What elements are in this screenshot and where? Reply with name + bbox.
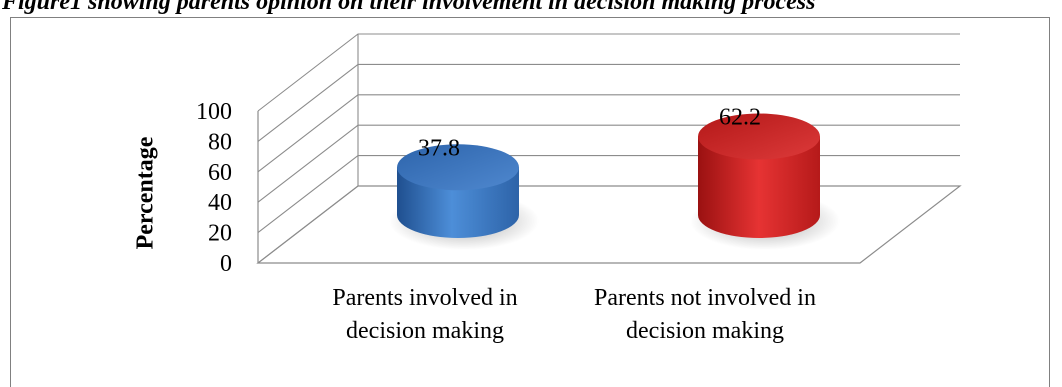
- bar-0: [389, 144, 539, 250]
- chart-walls: [256, 33, 962, 264]
- gridline: [257, 63, 960, 142]
- x-tick-label-line: Parents not involved in: [594, 285, 816, 311]
- y-tick-label: 20: [208, 221, 232, 247]
- bar-top: [698, 113, 820, 160]
- x-tick-label-line: decision making: [626, 318, 784, 344]
- y-tick-label: 80: [208, 129, 232, 155]
- data-labels: 37.8 62.2: [418, 105, 761, 162]
- y-tick-label: 0: [220, 251, 232, 277]
- chart-frame: [10, 17, 1050, 387]
- gridline: [257, 33, 960, 112]
- gridline: [257, 124, 960, 203]
- gridline: [257, 185, 960, 264]
- gridline: [257, 155, 960, 234]
- y-tick-label: 40: [208, 190, 232, 216]
- data-label: 37.8: [418, 135, 460, 161]
- x-tick-label-not-involved: Parents not involved in decision making: [550, 282, 860, 348]
- data-label: 62.2: [719, 105, 761, 131]
- x-tick-label-involved: Parents involved in decision making: [270, 282, 580, 348]
- x-tick-label-line: Parents involved in: [332, 285, 518, 311]
- x-tick-label-line: decision making: [346, 318, 504, 344]
- gridline: [257, 94, 960, 173]
- chart-floor: [256, 185, 962, 264]
- y-tick-label: 60: [208, 160, 232, 186]
- y-tick-labels: 0 20 40 60 80 100: [196, 99, 232, 277]
- chart-bars: [389, 113, 840, 250]
- figure-title: Figure1 showing parents opinion on their…: [2, 0, 816, 15]
- bar-body: [698, 136, 820, 238]
- bar-top: [397, 144, 519, 191]
- bar-1: [690, 113, 840, 250]
- y-tick-label: 100: [196, 99, 232, 125]
- y-axis-label: Percentage: [132, 136, 159, 250]
- chart-plot: 0 20 40 60 80 100 37.8 62.2: [196, 33, 962, 277]
